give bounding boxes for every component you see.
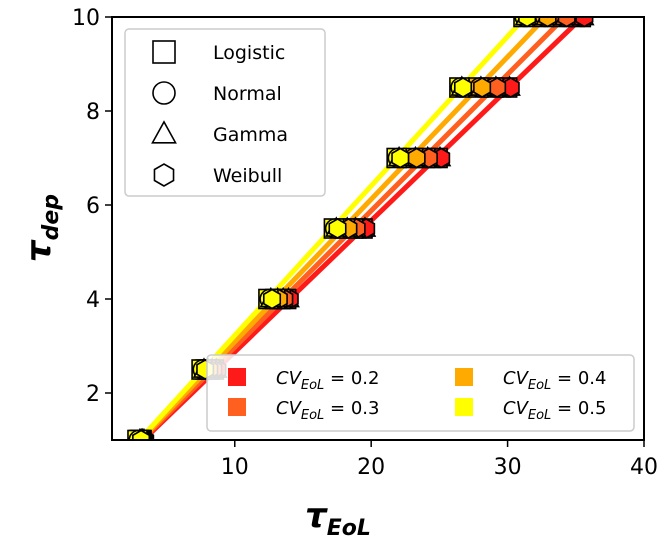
axis-ticks: 10 20 30 40 2 4 6 8 10: [72, 6, 658, 480]
legend-cv-frame: [206, 354, 635, 432]
x-tick-label: 20: [357, 455, 385, 480]
legend-cv-label-4: CVEoL = 0.5: [503, 398, 606, 423]
legend-circle-marker: [152, 81, 176, 105]
legend-cv-label-1: CVEoL = 0.2: [276, 368, 379, 393]
y-axis-label-main: τ: [19, 239, 59, 262]
legend-cv: CVEoL = 0.2 CVEoL = 0.3 CVEoL = 0.4 CVEoL =…: [206, 354, 635, 432]
legend-cv-label-3: CVEoL = 0.4: [503, 368, 606, 393]
series-markers: [127, 17, 595, 440]
x-tick-label: 10: [221, 455, 249, 480]
legend-triangle-marker: [151, 120, 177, 144]
x-tick-label: 40: [630, 455, 658, 480]
legend-cv-swatch-1: [228, 368, 246, 386]
legend-cv-swatch-2: [228, 398, 246, 416]
legend-cv-swatch-3: [455, 368, 473, 386]
data-point-s2-p7-hexagon: [557, 17, 576, 28]
plot-frame: [111, 16, 645, 441]
legend-square-marker: [152, 40, 176, 64]
legend-cv-label-2: CVEoL = 0.3: [276, 398, 379, 423]
x-axis-label: τEoL: [305, 496, 371, 541]
data-point-s2-p6-hexagon: [488, 77, 507, 98]
y-tick-label: 8: [86, 100, 100, 125]
legend-distributions-frame: [124, 28, 326, 197]
x-axis-label-main: τ: [305, 496, 328, 536]
legend-logistic-label: Logistic: [213, 42, 285, 64]
data-point-s3-p5-hexagon: [407, 147, 426, 169]
y-tick-label: 10: [72, 6, 100, 31]
data-point-s4-p3-hexagon: [263, 288, 282, 310]
legend-gamma-label: Gamma: [213, 124, 288, 146]
legend-cv-swatch-4: [455, 398, 473, 416]
legend-hexagon-marker: [153, 163, 175, 187]
data-point-s4-p1-hexagon: [132, 429, 151, 440]
data-point-s3-p6-hexagon: [473, 77, 492, 98]
legend-distributions: Logistic Normal Gamma Weibull: [124, 28, 326, 197]
x-axis-label-sub: EoL: [327, 516, 371, 541]
data-point-s1-p7-hexagon: [575, 17, 594, 28]
y-axis-label: τdep: [19, 194, 64, 262]
data-point-s4-p4-hexagon: [328, 218, 347, 239]
legend-normal-label: Normal: [213, 83, 282, 105]
data-point-s4-p6-hexagon: [453, 77, 473, 98]
y-tick-label: 2: [86, 382, 100, 407]
x-tick-label: 30: [494, 455, 522, 480]
data-point-s4-p5-hexagon: [391, 147, 410, 169]
data-point-s3-p7-hexagon: [538, 17, 557, 28]
legend-weibull-label: Weibull: [213, 165, 282, 187]
data-point-s4-p7-hexagon: [518, 17, 537, 28]
y-tick-label: 6: [86, 194, 100, 219]
y-axis-label-sub: dep: [39, 194, 64, 240]
y-tick-label: 4: [86, 288, 100, 313]
